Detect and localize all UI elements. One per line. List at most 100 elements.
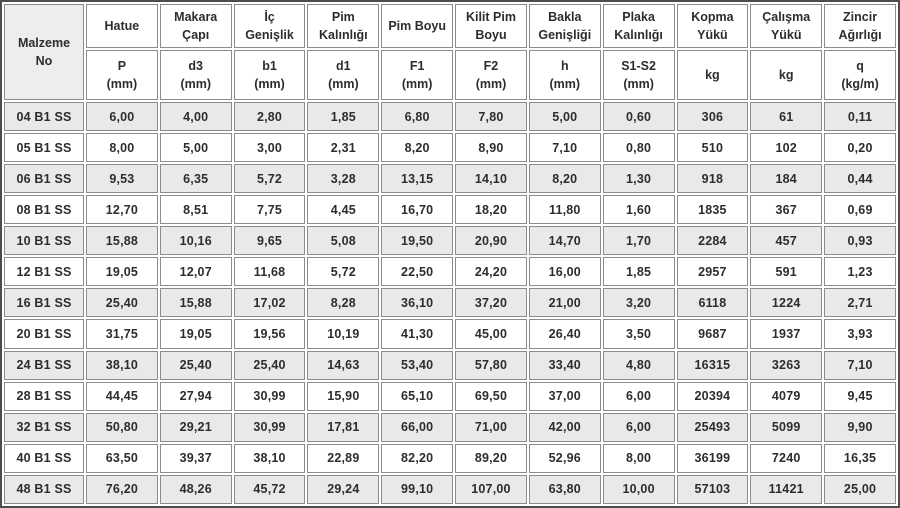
value-cell: 3,28 xyxy=(307,164,380,194)
column-header: İç Genişlik xyxy=(233,4,306,48)
column-subheader: kg xyxy=(750,50,823,100)
value-cell: 591 xyxy=(750,257,823,287)
header-line: S1-S2 xyxy=(621,58,656,73)
value-cell: 30,99 xyxy=(233,412,306,442)
value-cell: 1,85 xyxy=(602,257,675,287)
header-line: kg xyxy=(778,67,794,82)
value-cell: 38,10 xyxy=(233,443,306,473)
value-cell: 42,00 xyxy=(528,412,601,442)
header-row-symbols: P (mm) d3 (mm) b1 (mm) d1 (mm) F1 (mm) F2 (mm) h (mm)… xyxy=(4,50,896,100)
value-cell: 20,90 xyxy=(455,226,527,256)
value-cell: 9,45 xyxy=(824,381,896,411)
table-row: 06 B1 SS 9,53 6,35 5,72 3,28 13,15 14,10 8,20 1,… xyxy=(4,164,896,194)
value-cell: 22,89 xyxy=(307,443,380,473)
header-line: Kalınlığı xyxy=(319,28,368,42)
value-cell: 19,56 xyxy=(233,319,306,349)
value-cell: 5,72 xyxy=(233,164,306,194)
value-cell: 10,19 xyxy=(307,319,380,349)
value-cell: 22,50 xyxy=(381,257,454,287)
value-cell: 0,44 xyxy=(824,164,896,194)
value-cell: 367 xyxy=(750,195,823,225)
value-cell: 82,20 xyxy=(381,443,454,473)
material-no-cell: 12 B1 SS xyxy=(4,257,84,287)
table-row: 48 B1 SS 76,20 48,26 45,72 29,24 99,10 107,00 6… xyxy=(4,474,896,504)
header-line: h xyxy=(560,58,569,73)
value-cell: 1,23 xyxy=(824,257,896,287)
value-cell: 17,81 xyxy=(307,412,380,442)
value-cell: 38,10 xyxy=(86,350,158,380)
value-cell: 16,35 xyxy=(824,443,896,473)
value-cell: 1,85 xyxy=(307,102,380,132)
value-cell: 510 xyxy=(676,133,749,163)
value-cell: 4,00 xyxy=(159,102,232,132)
header-line: Pim xyxy=(331,9,355,24)
value-cell: 13,15 xyxy=(381,164,454,194)
column-subheader: d1 (mm) xyxy=(307,50,380,100)
header-line: (mm) xyxy=(106,77,138,91)
value-cell: 3,50 xyxy=(602,319,675,349)
value-cell: 11,80 xyxy=(528,195,601,225)
value-cell: 0,60 xyxy=(602,102,675,132)
value-cell: 37,00 xyxy=(528,381,601,411)
header-line: (mm) xyxy=(549,77,581,91)
value-cell: 0,69 xyxy=(824,195,896,225)
header-line: (mm) xyxy=(623,77,654,91)
header-line: Zincir xyxy=(843,9,878,24)
value-cell: 15,90 xyxy=(307,381,380,411)
value-cell: 69,50 xyxy=(455,381,527,411)
table-row: 20 B1 SS 31,75 19,05 19,56 10,19 41,30 45,00 26… xyxy=(4,319,896,349)
value-cell: 39,37 xyxy=(159,443,232,473)
value-cell: 8,20 xyxy=(381,133,454,163)
value-cell: 25493 xyxy=(676,412,749,442)
value-cell: 11421 xyxy=(750,474,823,504)
table-row: 05 B1 SS 8,00 5,00 3,00 2,31 8,20 8,90 7,10 0,80… xyxy=(4,133,896,163)
value-cell: 3,20 xyxy=(602,288,675,318)
material-no-cell: 24 B1 SS xyxy=(4,350,84,380)
value-cell: 5099 xyxy=(750,412,823,442)
header-line: kg xyxy=(705,67,720,82)
column-subheader: F2 (mm) xyxy=(455,50,527,100)
value-cell: 9,65 xyxy=(233,226,306,256)
value-cell: 6,35 xyxy=(159,164,232,194)
value-cell: 8,28 xyxy=(307,288,380,318)
value-cell: 457 xyxy=(750,226,823,256)
value-cell: 7,10 xyxy=(824,350,896,380)
value-cell: 1224 xyxy=(750,288,823,318)
value-cell: 15,88 xyxy=(86,226,158,256)
value-cell: 16,70 xyxy=(381,195,454,225)
value-cell: 102 xyxy=(750,133,823,163)
value-cell: 9687 xyxy=(676,319,749,349)
value-cell: 29,24 xyxy=(307,474,380,504)
value-cell: 2,31 xyxy=(307,133,380,163)
material-no-cell: 32 B1 SS xyxy=(4,412,84,442)
value-cell: 99,10 xyxy=(381,474,454,504)
value-cell: 31,75 xyxy=(86,319,158,349)
value-cell: 33,40 xyxy=(528,350,601,380)
value-cell: 25,40 xyxy=(233,350,306,380)
header-line: (mm) xyxy=(254,77,285,91)
header-line: Genişliği xyxy=(538,28,592,42)
value-cell: 2,80 xyxy=(233,102,306,132)
value-cell: 0,20 xyxy=(824,133,896,163)
header-line: Çalışma xyxy=(762,9,811,24)
column-header: Pim Kalınlığı xyxy=(307,4,380,48)
value-cell: 2,71 xyxy=(824,288,896,318)
header-line: F1 xyxy=(409,58,425,73)
value-cell: 45,00 xyxy=(455,319,527,349)
value-cell: 19,05 xyxy=(159,319,232,349)
value-cell: 4079 xyxy=(750,381,823,411)
value-cell: 37,20 xyxy=(455,288,527,318)
value-cell: 50,80 xyxy=(86,412,158,442)
table-row: 16 B1 SS 25,40 15,88 17,02 8,28 36,10 37,20 21,… xyxy=(4,288,896,318)
table-row: 04 B1 SS 6,00 4,00 2,80 1,85 6,80 7,80 5,00 0,60… xyxy=(4,102,896,132)
header-material-no: Malzeme No xyxy=(4,4,84,100)
value-cell: 15,88 xyxy=(159,288,232,318)
header-line: Genişlik xyxy=(245,28,294,42)
value-cell: 2957 xyxy=(676,257,749,287)
value-cell: 52,96 xyxy=(528,443,601,473)
table-row: 40 B1 SS 63,50 39,37 38,10 22,89 82,20 89,20 52… xyxy=(4,443,896,473)
column-header: Çalışma Yükü xyxy=(750,4,823,48)
header-row-titles: Malzeme No Hatue Makara Çapı İç Genişlik Pim Kal… xyxy=(4,4,896,100)
header-line: Kopma xyxy=(691,9,734,24)
value-cell: 0,80 xyxy=(602,133,675,163)
